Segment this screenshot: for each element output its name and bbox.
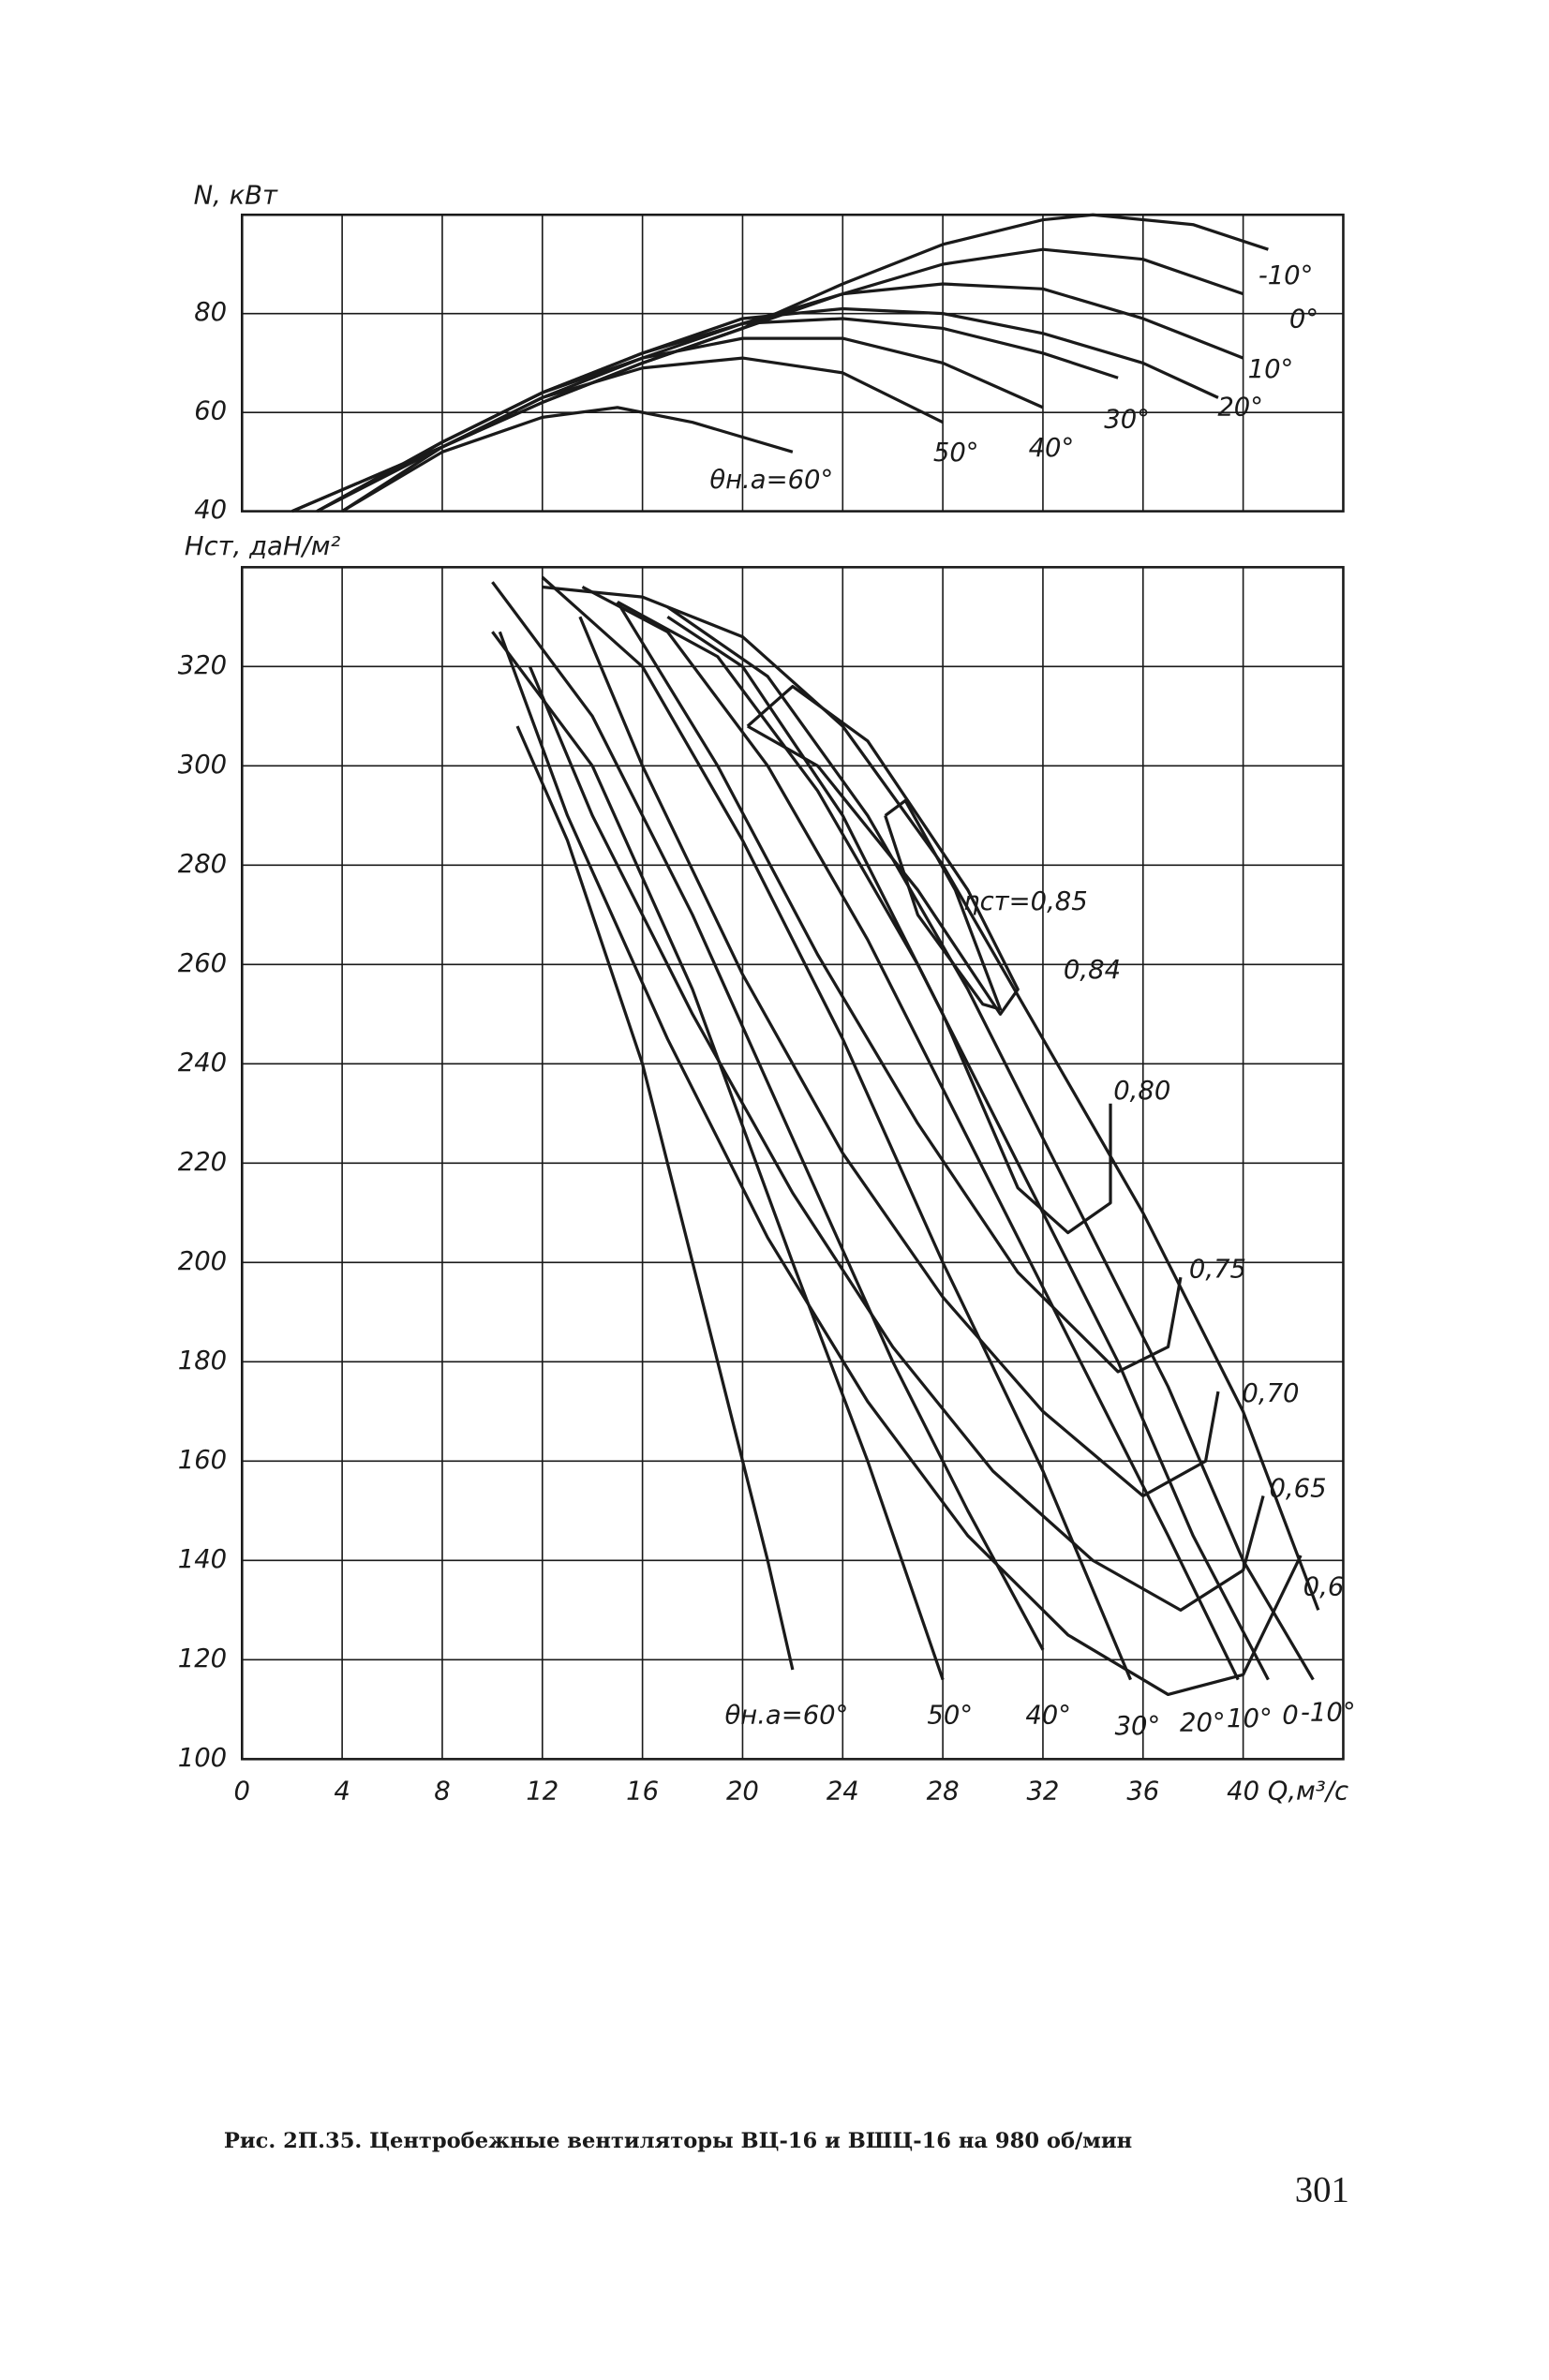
x-tick-label: 20 (726, 1777, 759, 1806)
y-tick-label: 280 (178, 850, 227, 879)
curve (291, 247, 1244, 513)
curve-label: 30° (1104, 405, 1150, 434)
curve-label: 0 (1282, 1702, 1298, 1731)
x-tick-label: 40 (1227, 1777, 1259, 1806)
y-tick-label: 180 (178, 1346, 227, 1376)
y-tick-label: 40 (194, 496, 227, 525)
curve (616, 601, 1183, 1374)
curve (541, 575, 1132, 1681)
curve (884, 798, 1003, 1011)
x-tick-label: 0 (234, 1777, 250, 1806)
page-number: 301 (1295, 2170, 1349, 2210)
curve-label: ηст=0,85 (963, 887, 1088, 916)
y-tick-label: 100 (178, 1744, 227, 1773)
top-y-label: N, кВт (194, 181, 278, 210)
curve-label: 0° (1289, 305, 1318, 335)
x-tick-label: 28 (927, 1777, 960, 1806)
curve-label: 10° (1227, 1704, 1273, 1733)
x-label: Q,м³/с (1268, 1777, 1348, 1806)
curve-label: 0,75 (1189, 1255, 1246, 1284)
y-tick-label: 200 (178, 1247, 227, 1276)
curve-label: 40° (1029, 434, 1075, 463)
x-tick-label: 12 (526, 1777, 559, 1806)
y-tick-label: 60 (194, 397, 227, 426)
curve-label: -10° (1301, 1698, 1356, 1727)
curve-label: 20° (1217, 393, 1263, 422)
curve-label: 20° (1180, 1709, 1226, 1738)
curve-label: 30° (1115, 1712, 1161, 1741)
curve-label: 0,65 (1269, 1475, 1326, 1504)
curve (341, 356, 944, 513)
curve (666, 605, 1315, 1681)
y-tick-label: 240 (178, 1049, 227, 1078)
curve (666, 615, 1112, 1235)
curve-label: 10° (1248, 355, 1294, 384)
curve-label: 0,84 (1064, 956, 1121, 985)
curve-label: 40° (1025, 1702, 1071, 1731)
y-tick-label: 140 (178, 1545, 227, 1574)
y-tick-label: 300 (178, 751, 227, 780)
y-tick-label: 120 (178, 1644, 227, 1673)
caption: Рис. 2П.35. Центробежные вентиляторы ВЦ-… (224, 2129, 1132, 2153)
curve-label: 50° (927, 1702, 973, 1731)
curve (528, 665, 1265, 1612)
curve (498, 631, 1303, 1697)
curve-label: 50° (933, 439, 979, 468)
x-tick-label: 4 (334, 1777, 350, 1806)
curve-label: θн.а=60° (724, 1702, 848, 1731)
curve (746, 684, 1020, 1016)
y-tick-label: 220 (178, 1148, 227, 1177)
x-tick-label: 32 (1026, 1777, 1059, 1806)
curve (581, 586, 1240, 1681)
curve (542, 585, 1320, 1611)
curve-label: θн.а=60° (709, 466, 833, 495)
x-tick-label: 16 (626, 1777, 659, 1806)
curve-label: 0,70 (1242, 1379, 1299, 1408)
y-tick-label: 160 (178, 1446, 227, 1475)
curve (491, 631, 945, 1681)
curve (316, 336, 1044, 513)
x-tick-label: 36 (1126, 1777, 1159, 1806)
curve-label: 0,6 (1303, 1572, 1345, 1601)
curve-label: 0,80 (1113, 1077, 1170, 1106)
y-tick-label: 260 (178, 949, 227, 978)
curve (617, 601, 1270, 1681)
y-tick-label: 80 (194, 298, 227, 327)
x-tick-label: 8 (434, 1777, 450, 1806)
x-tick-label: 24 (827, 1777, 859, 1806)
y-tick-label: 320 (178, 651, 227, 680)
curve (515, 725, 795, 1671)
curve (578, 616, 1220, 1498)
curve-label: -10° (1259, 261, 1314, 290)
curve (341, 406, 794, 513)
curve (491, 581, 1045, 1651)
bottom-y-label: Hст, даН/м² (185, 532, 341, 561)
